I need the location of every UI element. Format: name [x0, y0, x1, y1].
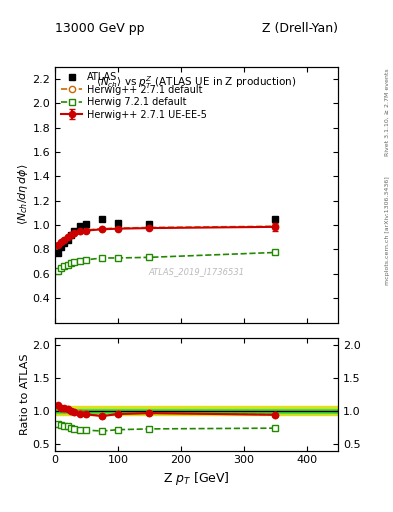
Y-axis label: $\langle N_{ch}/d\eta\,d\phi\rangle$: $\langle N_{ch}/d\eta\,d\phi\rangle$	[15, 164, 29, 225]
Text: 13000 GeV pp: 13000 GeV pp	[55, 22, 145, 35]
ATLAS	[100, 216, 105, 222]
ATLAS	[62, 240, 67, 246]
Legend: ATLAS, Herwig++ 2.7.1 default, Herwig 7.2.1 default, Herwig++ 2.7.1 UE-EE-5: ATLAS, Herwig++ 2.7.1 default, Herwig 7.…	[59, 71, 209, 122]
Text: mcplots.cern.ch [arXiv:1306.3436]: mcplots.cern.ch [arXiv:1306.3436]	[385, 176, 389, 285]
ATLAS	[72, 228, 76, 234]
Herwig 7.2.1 default	[100, 255, 105, 261]
Herwig++ 2.7.1 default	[65, 233, 70, 240]
Herwig 7.2.1 default	[68, 261, 73, 267]
Herwig++ 2.7.1 default	[68, 232, 73, 238]
Herwig++ 2.7.1 default	[116, 225, 120, 231]
ATLAS	[56, 250, 61, 256]
Herwig 7.2.1 default	[273, 249, 277, 255]
Herwig 7.2.1 default	[84, 257, 89, 263]
Herwig 7.2.1 default	[147, 254, 152, 261]
Herwig++ 2.7.1 default	[59, 240, 64, 246]
Herwig 7.2.1 default	[62, 263, 67, 269]
ATLAS	[68, 232, 73, 238]
Y-axis label: Ratio to ATLAS: Ratio to ATLAS	[20, 353, 29, 435]
Line: ATLAS: ATLAS	[55, 216, 279, 257]
Herwig++ 2.7.1 default	[84, 227, 89, 233]
Herwig 7.2.1 default	[116, 255, 120, 261]
Herwig++ 2.7.1 default	[78, 228, 83, 234]
Herwig++ 2.7.1 default	[56, 243, 61, 249]
Line: Herwig++ 2.7.1 default: Herwig++ 2.7.1 default	[55, 223, 278, 249]
Herwig 7.2.1 default	[56, 268, 61, 274]
Herwig 7.2.1 default	[72, 259, 76, 265]
Line: Herwig 7.2.1 default: Herwig 7.2.1 default	[55, 249, 278, 274]
ATLAS	[78, 223, 83, 229]
Herwig++ 2.7.1 default	[72, 230, 76, 236]
ATLAS	[59, 244, 64, 250]
Herwig++ 2.7.1 default	[62, 237, 67, 243]
Herwig++ 2.7.1 default	[147, 224, 152, 230]
Herwig++ 2.7.1 default	[100, 226, 105, 232]
ATLAS	[147, 221, 152, 227]
Herwig++ 2.7.1 default	[273, 223, 277, 229]
Text: ATLAS_2019_I1736531: ATLAS_2019_I1736531	[149, 267, 244, 276]
Herwig 7.2.1 default	[59, 265, 64, 271]
Herwig 7.2.1 default	[65, 262, 70, 268]
ATLAS	[84, 221, 89, 227]
X-axis label: Z $p_T$ [GeV]: Z $p_T$ [GeV]	[163, 470, 230, 486]
ATLAS	[273, 216, 277, 222]
Text: $\langle N_{ch}\rangle$ vs $p_T^Z$ (ATLAS UE in Z production): $\langle N_{ch}\rangle$ vs $p_T^Z$ (ATLA…	[96, 74, 297, 91]
ATLAS	[65, 237, 70, 243]
ATLAS	[116, 220, 120, 226]
Herwig 7.2.1 default	[78, 258, 83, 264]
Text: Z (Drell-Yan): Z (Drell-Yan)	[262, 22, 338, 35]
Text: Rivet 3.1.10, ≥ 2.7M events: Rivet 3.1.10, ≥ 2.7M events	[385, 69, 389, 157]
